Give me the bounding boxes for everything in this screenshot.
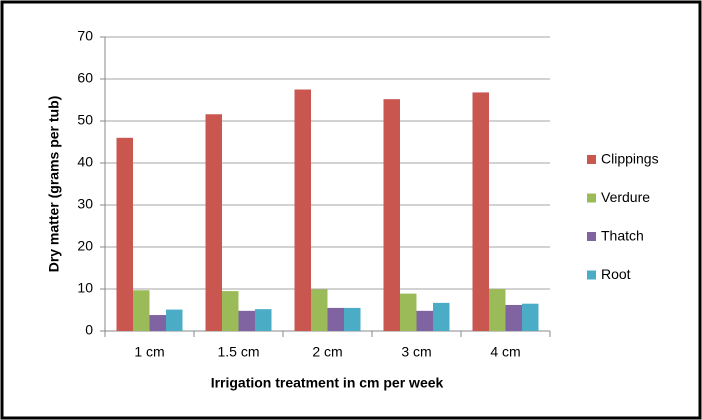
x-tick-label: 2 cm [312, 344, 342, 360]
x-tick-label: 4 cm [490, 344, 520, 360]
bar [116, 137, 133, 331]
bar [327, 307, 344, 331]
bar [522, 303, 539, 331]
bar [149, 315, 166, 331]
bar [383, 99, 400, 331]
bar [311, 289, 328, 331]
legend-label: Root [601, 266, 631, 282]
legend-swatch [587, 155, 596, 164]
x-tick-label: 1 cm [134, 344, 164, 360]
y-tick-label: 50 [77, 112, 93, 128]
bar [400, 293, 417, 331]
y-tick-label: 0 [85, 322, 93, 338]
bar [133, 290, 150, 331]
legend-swatch [587, 232, 596, 241]
bar [205, 114, 222, 331]
x-tick-label: 1.5 cm [217, 344, 259, 360]
bar [294, 89, 311, 331]
bar [489, 289, 506, 331]
legend-label: Clippings [601, 151, 659, 167]
bar [433, 302, 450, 331]
legend-swatch [587, 270, 596, 280]
bar [344, 307, 361, 331]
legend-label: Thatch [601, 228, 644, 244]
y-axis-title: Dry matter (grams per tub) [46, 96, 62, 273]
bar [222, 291, 239, 331]
y-tick-label: 40 [77, 154, 93, 170]
bar [416, 310, 433, 331]
y-tick-label: 70 [77, 28, 93, 44]
bar [505, 304, 522, 331]
y-tick-label: 30 [77, 196, 93, 212]
y-tick-label: 60 [77, 70, 93, 86]
bar [238, 310, 255, 331]
bar [166, 309, 183, 331]
bar [472, 92, 489, 331]
y-tick-label: 20 [77, 238, 93, 254]
y-tick-label: 10 [77, 280, 93, 296]
x-tick-label: 3 cm [401, 344, 431, 360]
x-axis-title: Irrigation treatment in cm per week [211, 375, 444, 391]
bar [255, 309, 272, 331]
legend-swatch [587, 193, 596, 203]
legend-label: Verdure [601, 189, 650, 205]
